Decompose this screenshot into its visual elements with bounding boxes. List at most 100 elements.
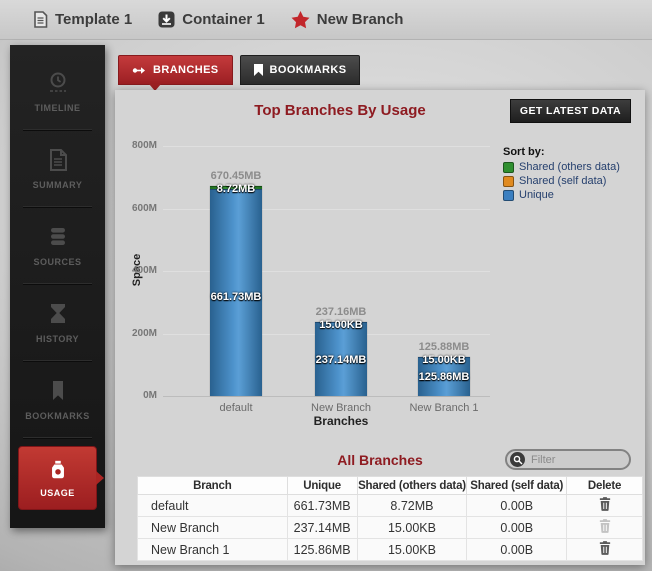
sidebar-item-label: BOOKMARKS xyxy=(25,410,90,421)
divider xyxy=(23,437,92,438)
legend-swatch-green xyxy=(503,161,514,173)
branch-star-icon xyxy=(291,10,310,29)
bar-segment-shared-others xyxy=(210,186,262,189)
col-shared-others: Shared (others data) xyxy=(356,476,468,495)
chart-legend: Sort by: Shared (others data) Shared (se… xyxy=(503,146,620,203)
bar-unique-label: 661.73MB xyxy=(210,291,262,303)
legend-item-shared-self[interactable]: Shared (self data) xyxy=(503,175,620,187)
legend-label: Unique xyxy=(519,189,554,201)
branch-name-cell: New Branch 1 xyxy=(137,538,288,561)
x-axis-label: Branches xyxy=(313,414,369,428)
x-tick-label: New Branch 1 xyxy=(409,402,479,414)
sidebar-item-bookmarks[interactable]: BOOKMARKS xyxy=(10,361,105,437)
branch-icon xyxy=(132,65,146,76)
sources-database-icon xyxy=(46,224,70,250)
sidebar-item-sources[interactable]: SOURCES xyxy=(10,207,105,283)
container-icon xyxy=(158,11,175,28)
legend-swatch-orange xyxy=(503,175,514,187)
sidebar-item-label: HISTORY xyxy=(35,333,79,344)
sidebar-item-usage[interactable]: USAGE xyxy=(18,446,104,510)
history-hourglass-icon xyxy=(46,301,70,327)
sidebar-item-timeline[interactable]: TIMELINE xyxy=(10,53,105,129)
gridline xyxy=(163,146,490,147)
timeline-clock-icon xyxy=(46,70,70,96)
tab-branches[interactable]: BRANCHES xyxy=(118,55,233,91)
sidebar-item-label: USAGE xyxy=(40,488,75,498)
bookmarks-icon xyxy=(48,378,68,404)
usage-bar-chart: Space Branches 0M 200M 400M 600M 800M 670.45M… xyxy=(115,136,645,436)
legend-label: Shared (self data) xyxy=(519,175,607,187)
tab-label: BRANCHES xyxy=(153,64,219,76)
filter-input[interactable] xyxy=(525,453,629,466)
divider xyxy=(23,129,92,130)
delete-cell xyxy=(566,494,643,517)
unique-cell: 237.14MB xyxy=(286,516,358,539)
breadcrumb-template[interactable]: Template 1 xyxy=(33,11,132,28)
x-tick-label: New Branch xyxy=(311,402,371,414)
sidebar-item-history[interactable]: HISTORY xyxy=(10,284,105,360)
col-delete: Delete xyxy=(566,476,643,495)
sidebar-item-summary[interactable]: SUMMARY xyxy=(10,130,105,206)
y-tick-label: 200M xyxy=(131,328,157,339)
summary-document-icon xyxy=(47,147,69,173)
trash-icon[interactable] xyxy=(599,541,611,555)
bar-total-label: 237.16MB xyxy=(315,306,367,318)
col-unique: Unique xyxy=(286,476,358,495)
bar-unique-label: 237.14MB xyxy=(315,354,367,366)
get-latest-data-button[interactable]: GET LATEST DATA xyxy=(509,99,631,123)
breadcrumb-container[interactable]: Container 1 xyxy=(158,11,265,28)
bar-shared-others-label: 8.72MB xyxy=(216,183,256,195)
bar-segment-unique xyxy=(210,189,262,396)
all-branches-title: All Branches xyxy=(337,452,423,468)
legend-label: Shared (others data) xyxy=(519,161,620,173)
delete-cell xyxy=(566,538,643,561)
bar-segment-unique xyxy=(315,322,367,396)
template-document-icon xyxy=(33,11,48,28)
trash-icon[interactable] xyxy=(599,519,611,533)
shared-others-cell: 15.00KB xyxy=(356,538,468,561)
table-row: default 661.73MB 8.72MB 0.00B xyxy=(137,494,643,517)
delete-cell xyxy=(566,516,643,539)
active-tab-pointer xyxy=(149,84,161,91)
table-row: New Branch 237.14MB 15.00KB 0.00B xyxy=(137,516,643,539)
tab-bar: BRANCHES BOOKMARKS xyxy=(118,55,361,91)
sidebar-item-label: SOURCES xyxy=(33,256,82,267)
divider xyxy=(23,206,92,207)
tab-label: BOOKMARKS xyxy=(269,64,347,76)
filter-box xyxy=(505,449,631,470)
sidebar-item-label: TIMELINE xyxy=(34,102,81,113)
bar-new-branch-1[interactable] xyxy=(418,357,470,396)
breadcrumb-label: Container 1 xyxy=(182,11,265,28)
bar-total-label: 670.45MB xyxy=(210,170,262,182)
table-header-row: Branch Unique Shared (others data) Share… xyxy=(137,476,643,495)
legend-item-unique[interactable]: Unique xyxy=(503,189,620,201)
shared-self-cell: 0.00B xyxy=(466,538,568,561)
bar-unique-label: 125.86MB xyxy=(418,371,470,383)
bar-default[interactable] xyxy=(210,186,262,396)
legend-swatch-blue xyxy=(503,189,514,201)
legend-title: Sort by: xyxy=(503,146,545,158)
bar-shared-others-label: 15.00KB xyxy=(319,319,363,331)
unique-cell: 661.73MB xyxy=(286,494,358,517)
col-shared-self: Shared (self data) xyxy=(466,476,568,495)
bookmark-icon xyxy=(253,64,263,76)
trash-icon[interactable] xyxy=(599,497,611,511)
x-tick-label: default xyxy=(219,402,253,414)
y-tick-label: 400M xyxy=(131,265,157,276)
table-row: New Branch 1 125.86MB 15.00KB 0.00B xyxy=(137,538,643,561)
chart-title: Top Branches By Usage xyxy=(254,102,426,119)
unique-cell: 125.86MB xyxy=(286,538,358,561)
breadcrumb-new-branch[interactable]: New Branch xyxy=(291,10,403,29)
y-tick-label: 0M xyxy=(143,390,157,401)
legend-item-shared-others[interactable]: Shared (others data) xyxy=(503,161,620,173)
y-tick-label: 600M xyxy=(131,203,157,214)
tab-bookmarks[interactable]: BOOKMARKS xyxy=(239,55,361,85)
breadcrumb: Template 1 Container 1 New Branch xyxy=(0,0,652,40)
bar-new-branch[interactable] xyxy=(315,322,367,396)
col-branch: Branch xyxy=(137,476,288,495)
gridline xyxy=(163,396,490,397)
shared-self-cell: 0.00B xyxy=(466,516,568,539)
bar-shared-others-label: 15.00KB xyxy=(422,354,466,366)
branch-name-cell: default xyxy=(137,494,288,517)
